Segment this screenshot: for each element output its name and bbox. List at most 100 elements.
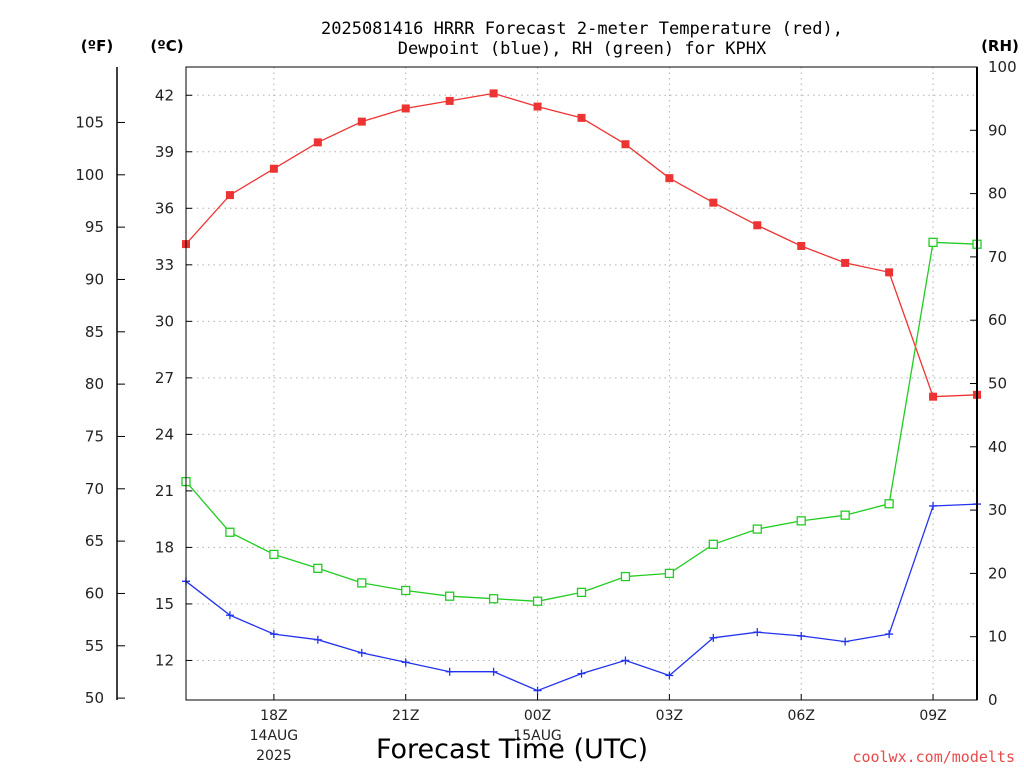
fahrenheit-tick-label: 60: [85, 584, 104, 602]
dewpoint-point: [445, 667, 454, 676]
fahrenheit-tick-label: 85: [85, 323, 104, 341]
celsius-tick-label: 33: [155, 256, 174, 274]
x-axis-title: Forecast Time (UTC): [376, 734, 648, 765]
dewpoint-point: [797, 631, 806, 640]
dewpoint-series-line: [185, 503, 978, 692]
x-tick-label: 06Z: [788, 708, 815, 724]
fahrenheit-tick-label: 70: [85, 480, 104, 498]
temperature-point: [753, 221, 762, 230]
rh-point: [752, 524, 762, 534]
dewpoint-point: [401, 658, 410, 667]
series-layer: [181, 89, 982, 695]
rh-point: [269, 549, 279, 560]
temperature-point: [709, 198, 718, 207]
celsius-tick-label: 30: [155, 312, 174, 330]
axes: 12 15 18 21 24 27 30 33 36 39 42 50 55 60 65 70 75 80 85 90…: [75, 58, 1016, 764]
chart-title-line1: 2025081416 HRRR Forecast 2-meter Tempera…: [321, 19, 843, 39]
fahrenheit-tick-label: 55: [85, 637, 104, 655]
dewpoint-point: [753, 628, 762, 637]
dewpoint-point: [357, 648, 366, 657]
rh-point: [620, 571, 631, 582]
fahrenheit-tick-label: 80: [85, 375, 104, 393]
fahrenheit-tick-label: 50: [85, 689, 104, 707]
dewpoint-point: [621, 656, 630, 665]
temperature-point: [797, 241, 806, 250]
x-tick-date-label: 14AUG: [250, 728, 299, 744]
rh-point: [840, 510, 850, 520]
fahrenheit-tick-label: 65: [85, 532, 104, 550]
x-tick-label: 18Z: [260, 708, 287, 724]
rh-tick-label: 100: [988, 58, 1017, 76]
dewpoint-point: [225, 611, 234, 620]
rh-tick-label: 50: [988, 375, 1007, 393]
dewpoint-point: [709, 633, 718, 642]
celsius-tick-label: 21: [155, 482, 174, 500]
temperature-point: [621, 140, 630, 149]
chart-title-line2: Dewpoint (blue), RH (green) for KPHX: [398, 39, 767, 59]
dewpoint-point: [313, 635, 322, 644]
fahrenheit-tick-label: 75: [85, 427, 104, 445]
rh-tick-label: 60: [988, 311, 1007, 329]
credit-text: coolwx.com/modelts: [852, 748, 1015, 766]
dewpoint-point: [885, 630, 894, 639]
dewpoint-point: [269, 630, 278, 639]
rh-tick-label: 80: [988, 185, 1007, 203]
celsius-tick-label: 18: [155, 538, 174, 556]
x-tick-label: 21Z: [392, 708, 419, 724]
celsius-tick-label: 24: [155, 425, 174, 443]
rh-point: [357, 578, 367, 588]
rh-tick-label: 0: [988, 691, 998, 709]
rh-point: [884, 499, 894, 509]
celsius-tick-label: 27: [155, 369, 174, 387]
rh-point: [313, 563, 323, 573]
temperature-point: [445, 96, 454, 105]
x-tick-label: 09Z: [919, 708, 946, 724]
temperature-point: [841, 258, 850, 267]
rh-point: [796, 516, 806, 526]
dewpoint-point: [533, 686, 542, 695]
celsius-unit-label: (ºC): [150, 37, 183, 55]
rh-point: [445, 591, 455, 601]
dewpoint-point: [577, 669, 586, 678]
rh-tick-label: 90: [988, 121, 1007, 139]
temperature-point: [885, 268, 894, 277]
fahrenheit-unit-label: (ºF): [81, 37, 113, 55]
rh-point: [928, 237, 938, 247]
rh-unit-label: (RH): [981, 37, 1019, 55]
fahrenheit-tick-label: 90: [85, 270, 104, 288]
grid-lines: [186, 67, 977, 700]
celsius-tick-label: 42: [155, 86, 174, 104]
temperature-point: [357, 117, 366, 126]
dewpoint-point: [929, 501, 938, 510]
rh-tick-label: 40: [988, 438, 1007, 456]
rh-point: [532, 596, 543, 606]
dewpoint-point: [841, 637, 850, 646]
dewpoint-point: [665, 671, 674, 680]
rh-point: [576, 587, 587, 598]
temperature-point: [225, 191, 234, 200]
temperature-series-line: [185, 92, 978, 398]
x-tick-date-label: 15AUG: [513, 728, 562, 744]
fahrenheit-tick-label: 95: [85, 218, 104, 236]
rh-tick-label: 20: [988, 564, 1007, 582]
temperature-point: [269, 164, 278, 173]
rh-point: [225, 527, 235, 537]
temperature-point: [929, 392, 938, 401]
temperature-point: [577, 113, 586, 122]
x-tick-label: 03Z: [656, 708, 683, 724]
x-tick-year-label: 2025: [256, 748, 292, 764]
temperature-point: [401, 104, 410, 113]
temperature-point: [313, 138, 322, 147]
x-tick-label: 00Z: [524, 708, 551, 724]
rh-tick-label: 70: [988, 248, 1007, 266]
rh-tick-label: 30: [988, 501, 1007, 519]
plot-frame: [185, 66, 978, 701]
celsius-tick-label: 15: [155, 595, 174, 613]
fahrenheit-tick-label: 100: [75, 166, 104, 184]
temperature-point: [489, 89, 498, 98]
rh-point: [488, 594, 499, 604]
celsius-tick-label: 39: [155, 143, 174, 161]
rh-point: [708, 539, 718, 549]
fahrenheit-tick-label: 105: [75, 113, 104, 131]
